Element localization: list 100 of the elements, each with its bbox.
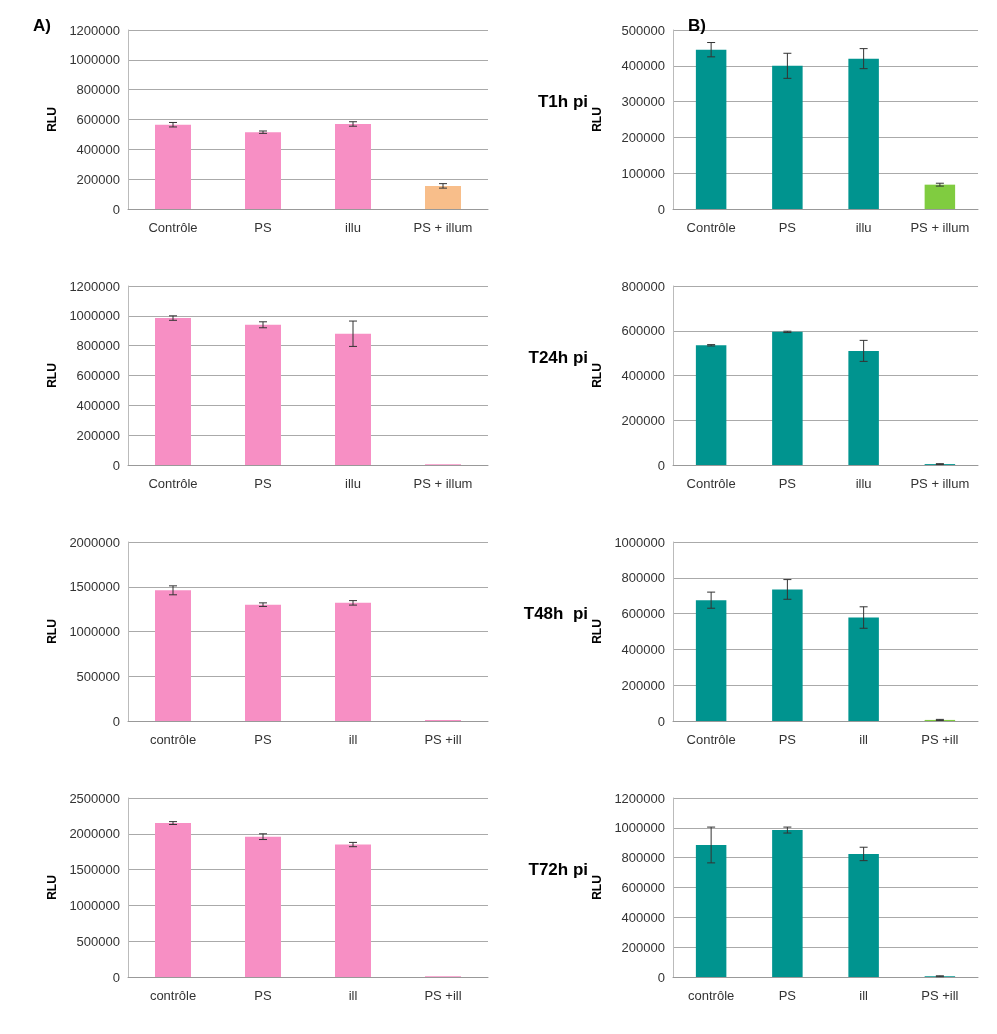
bar xyxy=(695,600,727,721)
x-tick-label: illu xyxy=(345,220,361,235)
bar xyxy=(695,49,727,209)
bar xyxy=(155,318,191,465)
y-tick-label: 1200000 xyxy=(614,790,665,806)
bar xyxy=(772,65,803,209)
x-tick-label: ill xyxy=(348,988,358,1003)
y-tick-label: 200000 xyxy=(621,677,665,693)
y-tick-label: 1000000 xyxy=(69,308,120,324)
x-tick-label: Contrôle xyxy=(148,476,198,491)
y-tick-label: 300000 xyxy=(621,94,665,110)
x-tick-label: ill xyxy=(859,988,869,1003)
y-tick-label: 0 xyxy=(657,457,665,473)
y-tick-label: 800000 xyxy=(621,570,665,586)
y-tick-label: 1200000 xyxy=(69,22,120,38)
x-tick-label: PS +ill xyxy=(424,988,462,1003)
x-tick-label: PS xyxy=(778,220,797,235)
y-tick-label: 0 xyxy=(112,969,120,985)
y-tick-label: 2000000 xyxy=(69,826,120,842)
bar xyxy=(335,844,371,977)
bar xyxy=(848,350,879,465)
y-tick-label: 1000000 xyxy=(614,534,665,550)
bar xyxy=(772,830,803,977)
bar xyxy=(335,333,371,465)
y-tick-label: 0 xyxy=(112,713,120,729)
x-tick-label: PS + illum xyxy=(413,476,473,491)
y-tick-label: 1500000 xyxy=(69,862,120,878)
y-tick-label: 1000000 xyxy=(69,52,120,68)
bar xyxy=(335,123,371,209)
y-axis-title: RLU xyxy=(45,107,59,132)
y-tick-label: 500000 xyxy=(621,22,665,38)
bar xyxy=(848,853,879,977)
y-tick-label: 400000 xyxy=(621,58,665,74)
bar xyxy=(245,836,281,977)
y-tick-label: 0 xyxy=(657,969,665,985)
text: T1h pi xyxy=(537,92,589,111)
bar xyxy=(772,589,803,721)
y-axis-title: RLU xyxy=(590,363,604,388)
y-tick-label: 400000 xyxy=(76,141,120,157)
x-tick-label: ill xyxy=(348,732,358,747)
x-tick-label: PS xyxy=(254,732,272,747)
chart-title: A) xyxy=(33,16,51,35)
y-tick-label: 800000 xyxy=(621,278,665,294)
y-tick-label: 1200000 xyxy=(69,278,120,294)
y-tick-label: 500000 xyxy=(76,668,120,684)
y-tick-label: 200000 xyxy=(621,939,665,955)
y-tick-label: 0 xyxy=(657,201,665,217)
x-tick-label: PS xyxy=(778,732,797,747)
y-axis-title: RLU xyxy=(45,875,59,900)
bar xyxy=(155,124,191,209)
y-axis-title: RLU xyxy=(45,619,59,644)
x-tick-label: PS +ill xyxy=(921,988,959,1003)
y-tick-label: 100000 xyxy=(621,165,665,181)
y-tick-label: 0 xyxy=(112,457,120,473)
x-tick-label: PS +ill xyxy=(424,732,462,747)
x-tick-label: Contrôle xyxy=(148,220,198,235)
y-tick-label: 400000 xyxy=(621,368,665,383)
bar xyxy=(425,185,461,209)
y-tick-label: 1000000 xyxy=(69,624,120,639)
y-tick-label: 2500000 xyxy=(69,790,120,806)
bar xyxy=(245,324,281,465)
y-tick-label: 800000 xyxy=(76,82,120,98)
y-axis-title: RLU xyxy=(590,619,604,644)
y-tick-label: 500000 xyxy=(76,933,120,949)
text: T48h pi xyxy=(523,604,588,623)
text: T72h pi xyxy=(528,860,589,879)
y-tick-label: 0 xyxy=(657,713,665,729)
bar xyxy=(335,602,371,721)
x-tick-label: Contrôle xyxy=(686,220,736,235)
x-tick-label: PS xyxy=(254,476,272,491)
y-tick-label: 400000 xyxy=(76,397,120,413)
bar xyxy=(245,604,281,721)
x-tick-label: Contrôle xyxy=(686,732,736,747)
chart-title: B) xyxy=(688,16,706,35)
x-tick-label: PS + illum xyxy=(413,220,473,235)
y-tick-label: 1500000 xyxy=(69,579,120,595)
x-tick-label: PS xyxy=(778,988,797,1003)
bar xyxy=(155,590,191,721)
y-axis-title: RLU xyxy=(590,875,604,900)
x-tick-label: PS xyxy=(254,220,272,235)
text: T24h pi xyxy=(528,348,589,367)
y-tick-label: 1000000 xyxy=(69,897,120,913)
y-tick-label: 800000 xyxy=(621,850,665,866)
x-tick-label: PS +ill xyxy=(921,732,959,747)
bar xyxy=(695,345,727,465)
y-tick-label: 200000 xyxy=(76,427,120,443)
bar xyxy=(245,132,281,209)
x-tick-label: illu xyxy=(345,476,361,491)
bar xyxy=(848,617,879,721)
y-tick-label: 600000 xyxy=(76,112,120,127)
x-tick-label: PS + illum xyxy=(910,220,970,235)
y-tick-label: 2000000 xyxy=(69,534,120,550)
y-tick-label: 200000 xyxy=(621,412,665,428)
x-tick-label: ill xyxy=(859,732,869,747)
y-axis-title: RLU xyxy=(45,363,59,388)
x-tick-label: contrôle xyxy=(149,732,197,747)
x-tick-label: contrôle xyxy=(149,988,197,1003)
x-tick-label: illu xyxy=(855,220,872,235)
bar xyxy=(848,58,879,209)
bar xyxy=(155,823,191,977)
